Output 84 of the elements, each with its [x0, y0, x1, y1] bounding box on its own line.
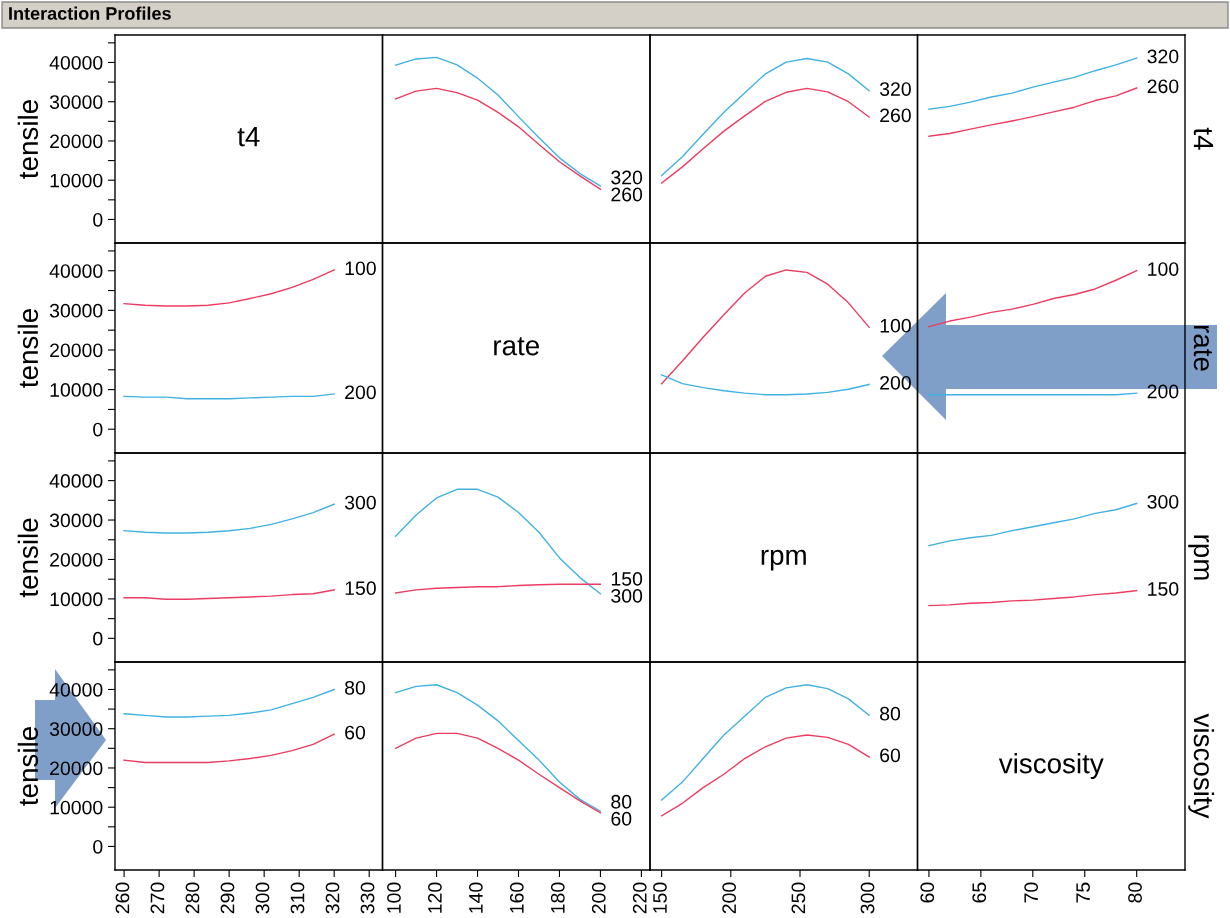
- x-tick-label: 200: [591, 882, 606, 914]
- x-tick-label: 270: [150, 882, 165, 914]
- series-label: 150: [345, 581, 376, 596]
- x-tick-label: 100: [387, 882, 401, 913]
- series-label: 100: [1148, 262, 1179, 276]
- series-label: 60: [611, 811, 632, 826]
- y-tick-label: 10000: [50, 592, 103, 607]
- y-tick-label: 40000: [49, 682, 103, 697]
- x-tick-label: 300: [255, 882, 270, 914]
- y-tick-label: 0: [93, 212, 103, 227]
- series-label: 320: [1147, 49, 1179, 64]
- y-axis-title: tensile: [17, 518, 39, 598]
- y-tick-label: 20000: [50, 552, 103, 567]
- y-tick-label: 30000: [49, 303, 103, 318]
- series-label: 300: [1147, 494, 1179, 509]
- x-tick-label: 330: [360, 882, 375, 914]
- line-series: [123, 589, 335, 600]
- series-label: 80: [345, 680, 366, 695]
- x-tick-label: 75: [1076, 882, 1090, 903]
- series-label: 260: [611, 187, 643, 202]
- series-label: 320: [879, 82, 911, 96]
- series-label: 150: [611, 572, 643, 586]
- line-series: [123, 269, 335, 307]
- y-tick-label: 40000: [49, 474, 103, 488]
- x-tick-label: 70: [1024, 882, 1039, 903]
- series-label: 300: [344, 495, 376, 510]
- x-tick-label: 320: [325, 882, 340, 914]
- y-tick-label: 0: [93, 422, 103, 437]
- annotation: rate: [494, 337, 539, 356]
- x-tick-label: 80: [1128, 882, 1142, 903]
- y2-axis-title: t4: [1193, 127, 1214, 150]
- annotation: viscosity: [998, 753, 1104, 779]
- x-tick-label: 260: [115, 882, 130, 914]
- series-label: 300: [611, 589, 643, 603]
- y-tick-label: 10000: [50, 800, 103, 815]
- x-tick-label: 200: [722, 882, 737, 914]
- x-tick-label: 220: [632, 882, 647, 914]
- y2-axis-title: rate: [1193, 325, 1212, 371]
- x-tick-label: 310: [290, 882, 305, 914]
- y-tick-label: 20000: [50, 134, 103, 149]
- series-label: 100: [345, 261, 376, 276]
- y-tick-label: 30000: [49, 513, 103, 528]
- series-label: 60: [880, 748, 901, 763]
- y-tick-label: 30000: [49, 95, 103, 109]
- series-label: 80: [880, 706, 901, 721]
- y2-axis-title: viscosity: [1188, 713, 1215, 819]
- series-label: 260: [1147, 79, 1179, 94]
- annotation: t4: [237, 127, 260, 147]
- y-axis-title: tensile: [17, 100, 39, 179]
- x-tick-label: 290: [220, 882, 235, 914]
- y-tick-label: 0: [93, 631, 103, 646]
- x-tick-label: 300: [860, 882, 875, 914]
- x-tick-label: 140: [468, 882, 483, 913]
- y-tick-label: 0: [93, 839, 103, 854]
- x-tick-label: 250: [791, 882, 806, 914]
- series-label: 60: [345, 725, 366, 740]
- line-series: [123, 733, 335, 764]
- x-tick-label: 120: [428, 882, 442, 913]
- series-label: 200: [1147, 384, 1179, 399]
- x-tick-label: 60: [920, 882, 935, 903]
- x-tick-label: 160: [509, 882, 524, 913]
- y-tick-label: 20000: [50, 343, 103, 358]
- line-series: [123, 503, 335, 534]
- x-tick-label: 65: [972, 882, 987, 903]
- x-tick-label: 180: [550, 882, 565, 913]
- line-series: [123, 688, 335, 718]
- y2-axis-title: rpm: [1188, 535, 1209, 580]
- x-tick-label: 150: [653, 882, 667, 913]
- y-tick-label: 10000: [50, 383, 103, 397]
- series-label: 200: [880, 375, 911, 390]
- y-axis-title: tensile: [17, 309, 39, 388]
- annotation: rpm: [761, 549, 806, 571]
- series-label: 260: [880, 108, 911, 123]
- series-label: 150: [1148, 582, 1179, 596]
- y-tick-label: 10000: [50, 173, 103, 188]
- x-tick-label: 280: [185, 882, 200, 914]
- series-label: 100: [880, 318, 911, 333]
- chart-title: Interaction Profiles: [9, 6, 171, 20]
- y-axis-title: tensile: [17, 727, 39, 806]
- y-tick-label: 40000: [49, 264, 103, 278]
- series-label: 200: [345, 385, 376, 400]
- y-tick-label: 40000: [49, 55, 103, 70]
- series-label: 80: [611, 794, 632, 809]
- series-label: 320: [611, 170, 643, 185]
